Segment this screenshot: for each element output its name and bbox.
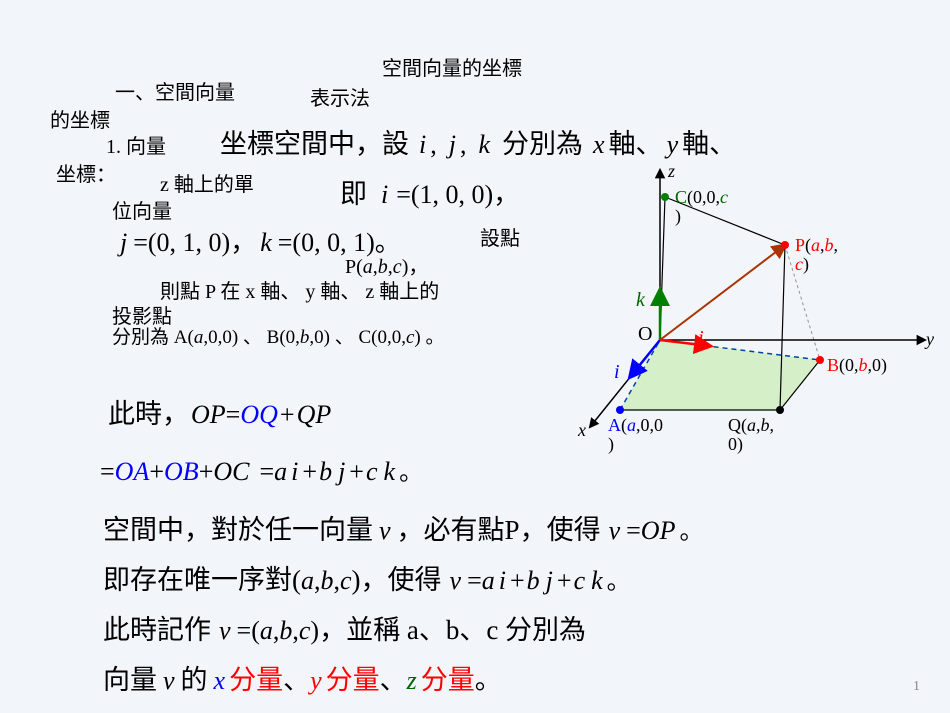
basis-k-label: k [636,289,645,312]
setpoint: 設點 [480,222,520,251]
section-heading-b: 的坐標 [50,104,110,133]
point-b-label: B(0,b,0) [827,355,887,376]
point-c-label: C(0,0,c) [675,187,728,227]
eq-i: 即 i =(1, 0, 0)， [340,172,519,211]
then-line: 則點 P 在 x 軸、 y 軸、 z 軸上的 [160,275,439,304]
z-unit: z 軸上的單 [160,168,254,197]
resp: 分別為 A(a,0,0) 、 B(0,b,0) 、 C(0,0,c) 。 [112,322,444,349]
oa-ob-oc: = OA + OB + OC = a i + b j + c k 。 [100,452,423,487]
page-number: 1 [913,679,920,695]
item-1b: 坐標： [56,158,116,187]
axis-x-label: x [578,420,586,441]
title-method: 表示法 [310,82,370,111]
coordinate-diagram: z y x O i j k C(0,0,c) P(a,b,c) B(0,b,0)… [580,165,940,465]
line-1: 坐標空間中，設 i , j , k 分別為 x 軸、 y 軸、 [220,122,736,161]
unit-vec: 位向量 [112,195,172,224]
title-top: 空間向量的坐標 [382,52,522,81]
basis-i-label: i [614,361,620,384]
exist-line: 即存在唯一序對( a, b, c )，使得 v = a i + b j + c … [103,558,631,597]
point-p-label: P(a,b,c) [795,235,838,275]
op-eq: 此時， OP = OQ + QP [108,392,331,431]
axis-z-label: z [668,161,675,182]
axis-y-label: y [926,329,934,350]
section-heading: 一、空間向量 [115,76,235,105]
item-1: 1. 向量 [106,130,166,159]
write-line: 此時記作 v =( a, b, c ) ，並稱 a、b、c 分別為 [103,608,586,647]
origin-label: O [638,323,652,346]
basis-j-label: j [698,327,704,350]
any-vector-line: 空間中，對於任一向量 v ，必有點P，使得 v = OP 。 [103,508,703,547]
point-a-label: A(a,0,0) [608,415,663,455]
point-q-label: Q(a,b,0) [728,415,774,455]
component-line: 向量 v 的 x 分量 、 y 分量 、 z 分量 。 [103,658,502,697]
